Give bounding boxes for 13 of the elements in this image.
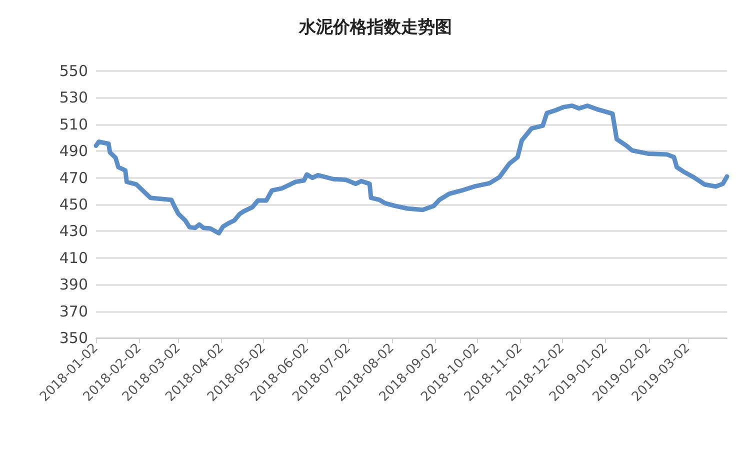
y-tick-label: 350	[59, 329, 88, 347]
chart-title: 水泥价格指数走势图	[298, 18, 452, 38]
y-tick-label: 390	[59, 276, 88, 294]
y-tick-label: 410	[59, 248, 88, 267]
y-tick-label: 490	[59, 142, 88, 160]
y-tick-label: 370	[59, 302, 88, 320]
y-tick-label: 510	[59, 115, 88, 134]
y-tick-label: 530	[59, 88, 88, 107]
line-series	[94, 103, 730, 236]
y-tick-label: 430	[59, 222, 88, 240]
y-tick-label: 470	[59, 168, 88, 187]
y-tick-label: 450	[59, 196, 88, 214]
y-tick-label: 550	[59, 62, 88, 80]
